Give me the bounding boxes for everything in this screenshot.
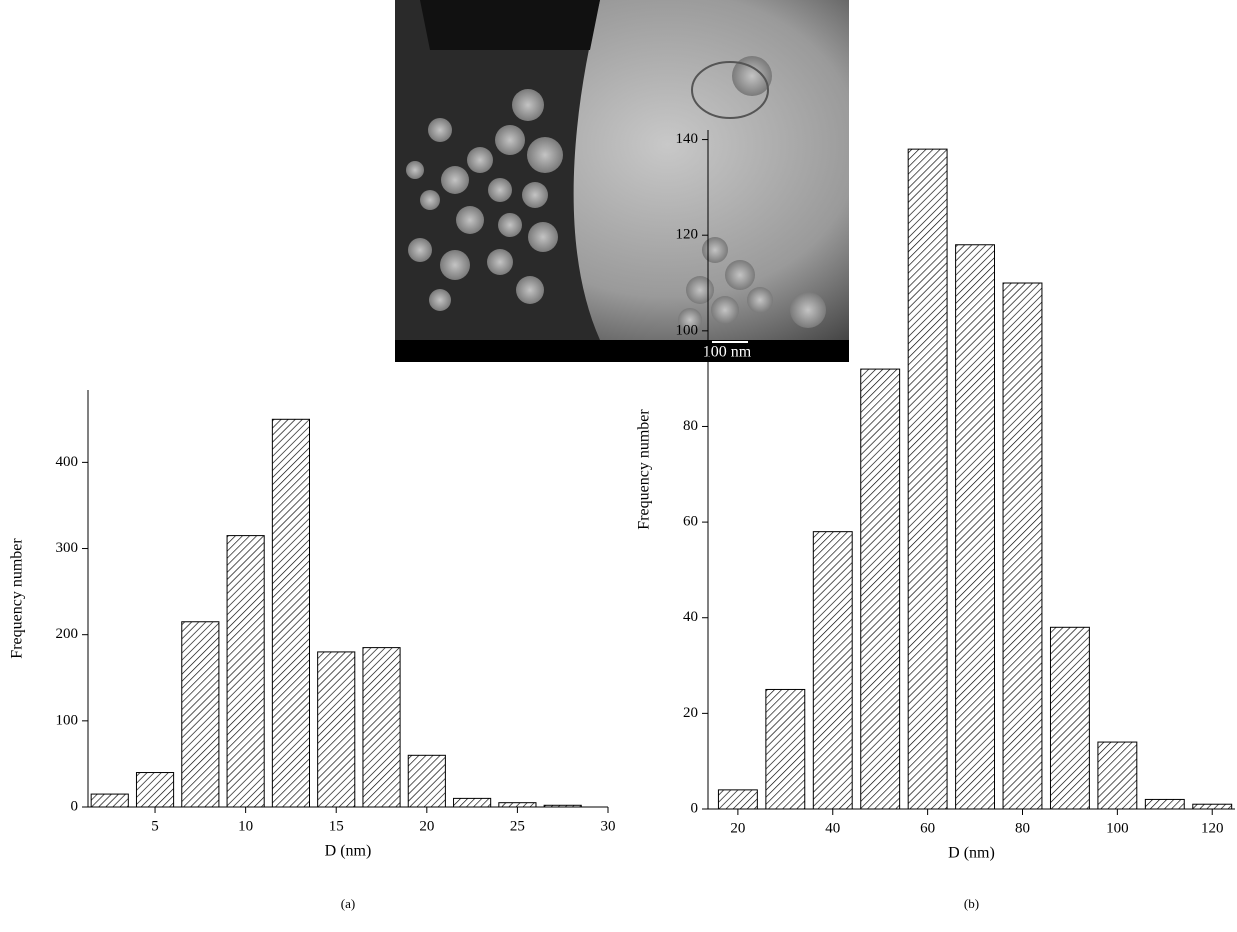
bar [543,804,582,808]
y-tick-label: 200 [56,626,79,642]
bar [226,535,265,808]
bar [717,789,758,810]
x-tick-label: 20 [419,818,434,834]
x-axis-label: D (nm) [948,845,995,862]
bar [453,797,492,808]
y-tick-label: 400 [56,454,79,470]
y-tick-label: 60 [683,514,698,530]
y-tick-label: 120 [676,227,699,243]
bar [860,368,901,810]
bar [1002,282,1043,810]
bar [181,621,220,808]
y-tick-label: 100 [676,322,699,338]
bar [1144,798,1185,810]
x-tick-label: 60 [920,820,935,836]
x-tick-label: 10 [238,818,253,834]
y-tick-label: 140 [676,131,699,147]
x-tick-label: 80 [1015,820,1030,836]
bar [1192,803,1233,810]
y-axis-label: Frequency number [636,409,653,530]
y-tick-label: 300 [56,540,79,556]
x-tick-label: 5 [151,818,159,834]
x-tick-label: 30 [601,818,616,834]
bar [135,772,175,808]
x-tick-label: 25 [510,818,525,834]
y-tick-label: 20 [683,705,698,721]
bar [362,647,401,808]
micrograph: 100 nm [395,0,849,362]
bar [1049,626,1090,810]
y-axis-label: Frequency number [9,538,26,659]
bar [1097,741,1138,810]
bar [955,244,996,810]
x-tick-label: 40 [825,820,840,836]
bar [812,531,853,810]
x-tick-label: 20 [730,820,745,836]
bar [907,148,948,810]
x-tick-label: 100 [1106,820,1129,836]
bar [271,418,310,808]
bar [765,688,806,810]
caption: (a) [341,896,355,911]
bar [498,802,537,808]
bar [90,793,129,808]
y-tick-label: 100 [56,712,79,728]
scale-bar-label: 100 nm [703,344,752,361]
x-axis-label: D (nm) [325,843,372,860]
bar [407,754,446,808]
caption: (b) [964,896,979,911]
y-tick-label: 40 [683,609,698,625]
bar [317,651,356,808]
y-tick-label: 0 [691,800,699,816]
x-tick-label: 120 [1201,820,1224,836]
x-tick-label: 15 [329,818,344,834]
y-tick-label: 80 [683,418,698,434]
y-tick-label: 0 [71,798,79,814]
